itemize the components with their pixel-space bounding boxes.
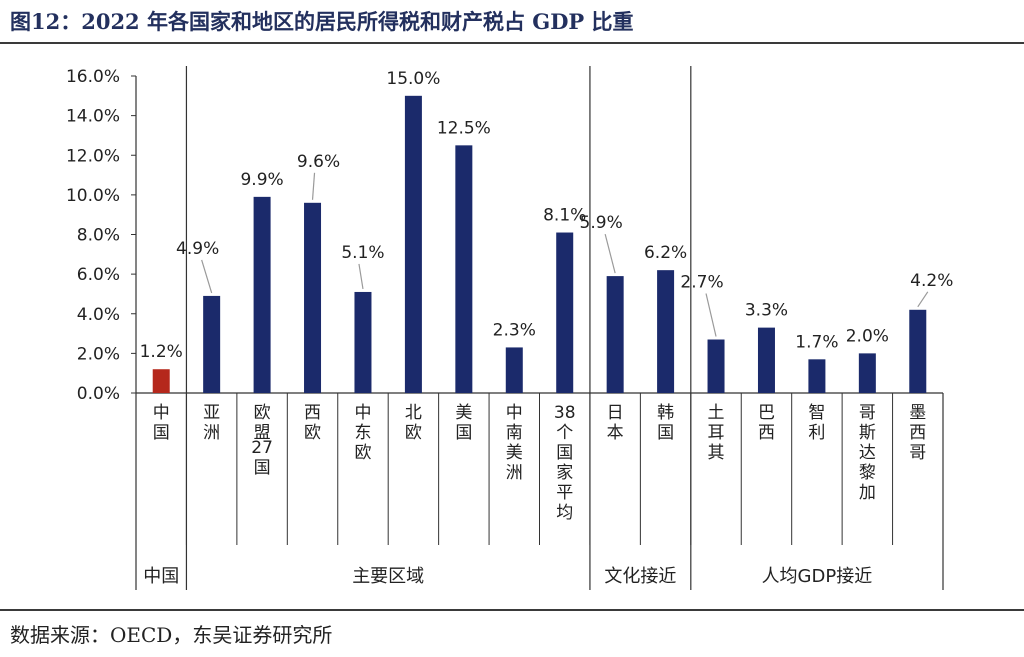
data-label: 8.1% [543, 206, 586, 226]
data-label: 9.9% [240, 170, 283, 190]
title-divider [0, 42, 1024, 44]
bar-哥斯达黎加 [858, 353, 876, 393]
bar-中国 [152, 369, 170, 393]
data-label: 9.6% [297, 152, 340, 172]
category-label: 智利 [808, 403, 825, 443]
data-label: 6.2% [644, 243, 687, 263]
source-divider [0, 609, 1024, 611]
bar-智利 [808, 359, 826, 393]
data-label: 2.7% [680, 273, 723, 293]
category-label: 中东欧 [354, 403, 371, 463]
y-tick-label: 14.0% [66, 107, 120, 127]
data-label: 5.9% [580, 213, 623, 233]
group-label: 文化接近 [604, 566, 676, 587]
category-label: 巴西 [758, 403, 775, 443]
category-label: 中南美洲 [506, 403, 523, 483]
bar-西欧 [304, 202, 322, 393]
data-label: 12.5% [437, 118, 491, 138]
data-label: 1.7% [795, 332, 838, 352]
category-label: 西欧 [304, 403, 321, 443]
y-tick-label: 8.0% [77, 226, 120, 246]
category-label: 日本 [607, 403, 624, 443]
bar-美国 [455, 145, 473, 393]
category-label: 亚洲 [203, 403, 220, 443]
leader-line [604, 233, 616, 274]
category-label: 土耳其 [708, 403, 725, 463]
bar-欧盟27国 [253, 196, 271, 393]
category-label: 韩国 [657, 403, 674, 443]
data-label: 3.3% [745, 301, 788, 321]
bar-中南美洲 [505, 347, 523, 393]
category-label: 中国 [153, 403, 170, 443]
bar-亚洲 [203, 295, 221, 393]
category-label: 美国 [455, 403, 472, 443]
leader-line [917, 291, 929, 308]
category-label: 北欧 [405, 403, 422, 443]
bar-38个国家平均 [556, 232, 574, 393]
source-note: 数据来源：OECD，东吴证券研究所 [10, 623, 333, 647]
data-label: 2.0% [846, 326, 889, 346]
group-label: 人均GDP接近 [762, 566, 873, 587]
bar-日本 [606, 276, 624, 393]
y-tick-label: 10.0% [66, 186, 120, 206]
leader-line [358, 263, 364, 290]
data-label: 4.2% [910, 271, 953, 291]
category-label: 墨西哥 [909, 403, 926, 463]
y-tick-label: 12.0% [66, 146, 120, 166]
data-label: 1.2% [140, 342, 183, 362]
bar-巴西 [757, 327, 775, 393]
category-label: 哥斯达黎加 [859, 403, 876, 503]
data-label: 2.3% [493, 320, 536, 340]
y-tick-label: 4.0% [77, 305, 120, 325]
figure-title: 图12：2022 年各国家和地区的居民所得税和财产税占 GDP 比重 [10, 9, 634, 34]
bar-土耳其 [707, 339, 725, 393]
category-label: 欧盟 27 国 [251, 403, 273, 478]
bar-墨西哥 [909, 309, 927, 393]
bar-中东欧 [354, 291, 372, 393]
data-label: 5.1% [341, 243, 384, 263]
y-tick-label: 0.0% [77, 384, 120, 404]
leader-line [311, 172, 316, 200]
leader-line [201, 259, 213, 294]
y-tick-label: 6.0% [77, 265, 120, 285]
category-label: 38 个国家平均 [554, 403, 576, 523]
y-tick-label: 2.0% [77, 344, 120, 364]
data-label: 4.9% [176, 239, 219, 259]
group-label: 主要区域 [352, 566, 424, 587]
bar-北欧 [404, 95, 422, 393]
y-tick-label: 16.0% [66, 67, 120, 87]
leader-line [705, 293, 717, 337]
bar-chart: 0.0% 2.0% 4.0% 6.0% 8.0% 10.0% 12.0% 14.0% 16.0%… [66, 66, 953, 590]
data-label: 15.0% [386, 69, 440, 89]
group-label: 中国 [143, 566, 179, 587]
bar-韩国 [657, 270, 675, 393]
